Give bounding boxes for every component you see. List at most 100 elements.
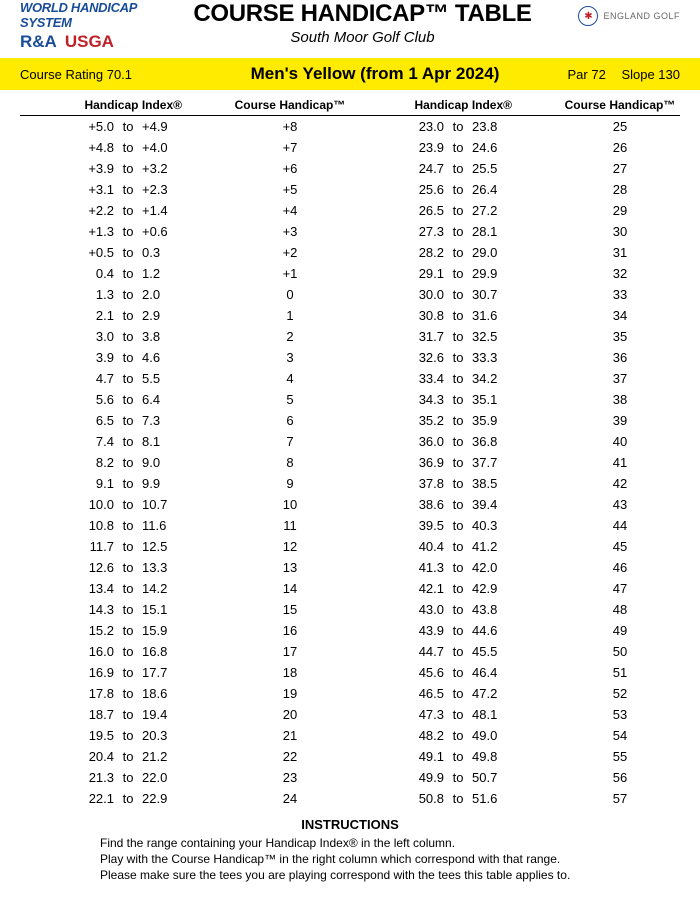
hi-range: 26.5to27.2 (350, 200, 560, 221)
hi-from: 3.9 (74, 347, 114, 368)
hi-from: 47.3 (404, 704, 444, 725)
hi-from: 2.1 (74, 305, 114, 326)
ch-value: 32 (560, 263, 680, 284)
hi-range: 12.6to13.3 (20, 557, 230, 578)
hi-range: 35.2to35.9 (350, 410, 560, 431)
hi-range: 30.0to30.7 (350, 284, 560, 305)
hi-from: 19.5 (74, 725, 114, 746)
to-label: to (444, 704, 472, 725)
to-label: to (114, 368, 142, 389)
table-row: 37.8to38.542 (350, 473, 680, 494)
hi-to: 50.7 (472, 767, 512, 788)
hi-to: 45.5 (472, 641, 512, 662)
table-row: 6.5to7.36 (20, 410, 350, 431)
hi-from: 32.6 (404, 347, 444, 368)
to-label: to (114, 662, 142, 683)
course-info-bar: Course Rating 70.1 Men's Yellow (from 1 … (0, 58, 700, 90)
hi-to: 14.2 (142, 578, 182, 599)
hi-range: 16.9to17.7 (20, 662, 230, 683)
table-row: 49.9to50.756 (350, 767, 680, 788)
to-label: to (444, 368, 472, 389)
ch-value: 34 (560, 305, 680, 326)
hi-to: 15.1 (142, 599, 182, 620)
hi-range: 5.6to6.4 (20, 389, 230, 410)
hi-to: 3.8 (142, 326, 182, 347)
hi-from: 9.1 (74, 473, 114, 494)
hi-to: 11.6 (142, 515, 182, 536)
hi-range: 34.3to35.1 (350, 389, 560, 410)
hi-to: 31.6 (472, 305, 512, 326)
to-label: to (114, 536, 142, 557)
hi-range: +3.9to+3.2 (20, 158, 230, 179)
table-row: 17.8to18.619 (20, 683, 350, 704)
table-row: +4.8to+4.0+7 (20, 137, 350, 158)
hi-range: 38.6to39.4 (350, 494, 560, 515)
hi-from: 42.1 (404, 578, 444, 599)
to-label: to (114, 410, 142, 431)
hi-range: 11.7to12.5 (20, 536, 230, 557)
to-label: to (444, 431, 472, 452)
hi-to: 24.6 (472, 137, 512, 158)
ch-value: 1 (230, 305, 350, 326)
hi-to: 0.3 (142, 242, 182, 263)
ch-value: 38 (560, 389, 680, 410)
hi-to: 16.8 (142, 641, 182, 662)
ch-value: 22 (230, 746, 350, 767)
hi-to: 1.2 (142, 263, 182, 284)
to-label: to (444, 494, 472, 515)
hi-to: 46.4 (472, 662, 512, 683)
ch-value: 24 (230, 788, 350, 809)
to-label: to (444, 452, 472, 473)
to-label: to (444, 662, 472, 683)
hi-from: +5.0 (74, 116, 114, 137)
header-left: WORLD HANDICAP SYSTEM R&A USGA (20, 0, 185, 52)
ch-value: 0 (230, 284, 350, 305)
table-row: 27.3to28.130 (350, 221, 680, 242)
table-row: 33.4to34.237 (350, 368, 680, 389)
hi-from: 37.8 (404, 473, 444, 494)
hi-from: 6.5 (74, 410, 114, 431)
hi-range: 46.5to47.2 (350, 683, 560, 704)
to-label: to (114, 200, 142, 221)
hi-to: 49.8 (472, 746, 512, 767)
left-column: Handicap Index® Course Handicap™ +5.0to+… (20, 98, 350, 809)
hi-range: 42.1to42.9 (350, 578, 560, 599)
ch-value: 5 (230, 389, 350, 410)
hi-from: +3.9 (74, 158, 114, 179)
hi-range: 20.4to21.2 (20, 746, 230, 767)
to-label: to (444, 746, 472, 767)
hi-from: 21.3 (74, 767, 114, 788)
ch-value: 21 (230, 725, 350, 746)
ch-value: 11 (230, 515, 350, 536)
to-label: to (444, 620, 472, 641)
ch-value: 25 (560, 116, 680, 137)
hi-to: +0.6 (142, 221, 182, 242)
ch-value: 44 (560, 515, 680, 536)
table-row: 10.0to10.710 (20, 494, 350, 515)
ch-value: 12 (230, 536, 350, 557)
hi-range: 29.1to29.9 (350, 263, 560, 284)
hi-from: +1.3 (74, 221, 114, 242)
table-row: 7.4to8.17 (20, 431, 350, 452)
to-label: to (114, 746, 142, 767)
hi-range: 18.7to19.4 (20, 704, 230, 725)
to-label: to (444, 683, 472, 704)
table-row: 44.7to45.550 (350, 641, 680, 662)
hi-to: 48.1 (472, 704, 512, 725)
to-label: to (114, 179, 142, 200)
hi-range: 2.1to2.9 (20, 305, 230, 326)
table-row: 14.3to15.115 (20, 599, 350, 620)
hi-range: 4.7to5.5 (20, 368, 230, 389)
ch-value: +6 (230, 158, 350, 179)
to-label: to (444, 263, 472, 284)
ch-value: 29 (560, 200, 680, 221)
ch-value: 6 (230, 410, 350, 431)
to-label: to (114, 221, 142, 242)
hi-to: 23.8 (472, 116, 512, 137)
hi-to: 5.5 (142, 368, 182, 389)
hi-to: 12.5 (142, 536, 182, 557)
table-row: 41.3to42.046 (350, 557, 680, 578)
tee-name: Men's Yellow (from 1 Apr 2024) (220, 64, 530, 84)
hi-from: 48.2 (404, 725, 444, 746)
table-row: 40.4to41.245 (350, 536, 680, 557)
